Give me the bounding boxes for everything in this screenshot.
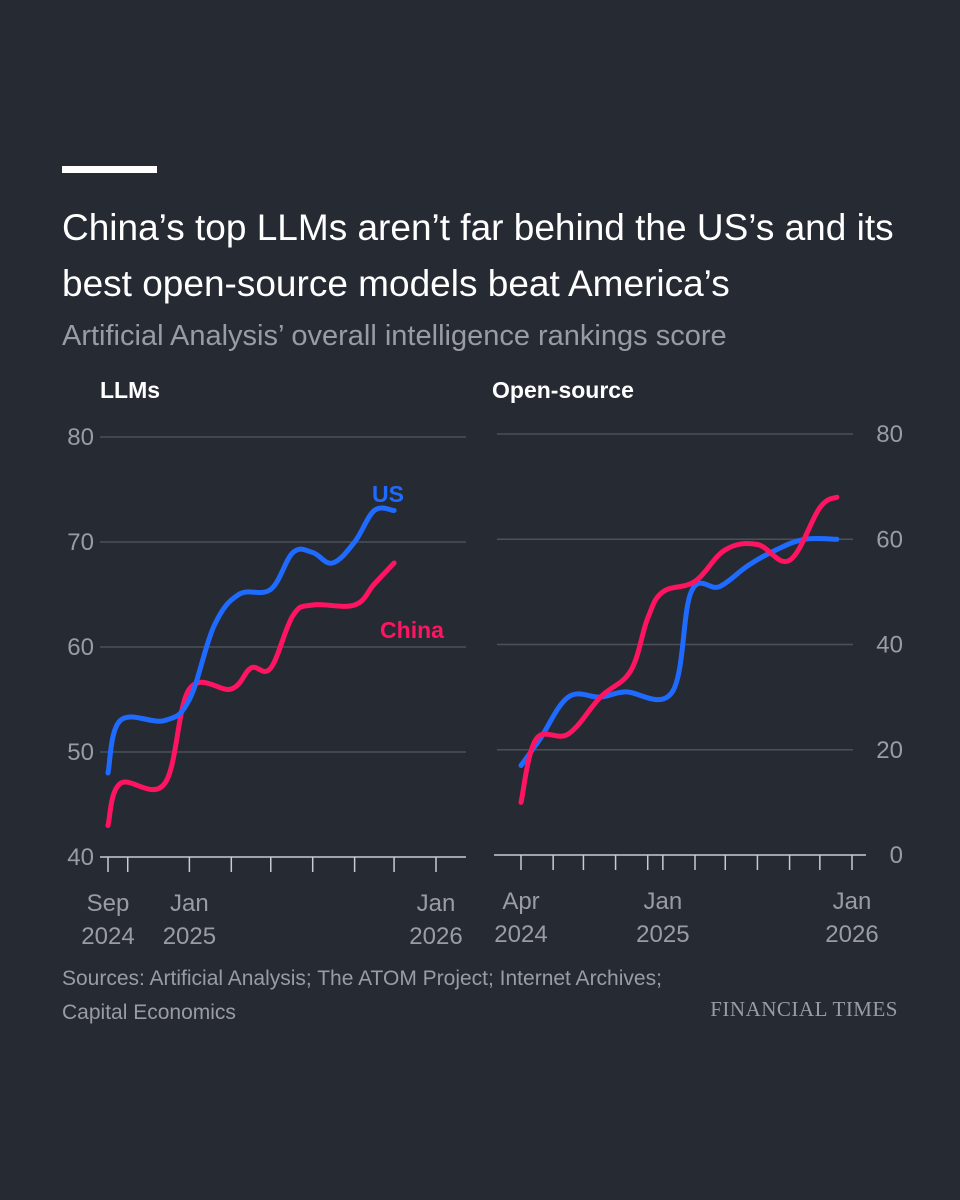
charts-svg: LLMs 40 50 60 70 80 Sep 2024 Jan 2025 Jan 2026 US Chi…: [67, 377, 903, 950]
x-tick-label: 2025: [636, 921, 689, 948]
panel-title: Open-source: [492, 377, 634, 403]
x-tick-label: Jan: [833, 888, 872, 915]
y-tick-label: 70: [67, 529, 94, 556]
panel-title: LLMs: [100, 377, 160, 403]
x-tick-label: Jan: [417, 890, 456, 917]
y-tick-label: 20: [876, 737, 903, 764]
x-tick-label: 2024: [81, 923, 134, 950]
x-tick-label: 2026: [409, 923, 462, 950]
x-tick-label: 2026: [825, 921, 878, 948]
x-tick-label: 2024: [494, 921, 547, 948]
y-tick-label: 0: [890, 842, 903, 869]
y-tick-label: 40: [67, 844, 94, 871]
y-tick-label: 80: [876, 421, 903, 448]
y-tick-label: 50: [67, 739, 94, 766]
sources-note: Sources: Artificial Analysis; The ATOM P…: [62, 967, 662, 1024]
series-label-china: China: [380, 617, 444, 643]
series-line-us: [105, 505, 397, 776]
y-tick-label: 60: [876, 526, 903, 553]
chart-subtitle: Artificial Analysis’ overall intelligenc…: [62, 320, 727, 352]
x-tick-label: Jan: [170, 890, 209, 917]
series-line-us: [518, 535, 840, 768]
series-line-china: [518, 494, 840, 805]
chart-title: China’s top LLMs aren’t far behind the U…: [62, 207, 894, 304]
panel-llms: LLMs 40 50 60 70 80 Sep 2024 Jan 2025 Jan 2026 US Chi…: [67, 377, 466, 950]
x-tick-label: Jan: [644, 888, 683, 915]
y-tick-label: 40: [876, 632, 903, 659]
x-tick-label: Apr: [502, 888, 539, 915]
accent-bar: [62, 166, 157, 173]
y-tick-label: 80: [67, 424, 94, 451]
y-tick-label: 60: [67, 634, 94, 661]
x-tick-label: 2025: [163, 923, 216, 950]
ft-logo: FINANCIAL TIMES: [710, 997, 898, 1021]
series-line-china: [105, 560, 397, 828]
x-tick-label: Sep: [87, 890, 130, 917]
panel-open-source: Open-source 0 20 40 60 80 Apr 2024 Jan 2025 Jan 202…: [492, 377, 903, 948]
series-label-us: US: [372, 481, 404, 507]
